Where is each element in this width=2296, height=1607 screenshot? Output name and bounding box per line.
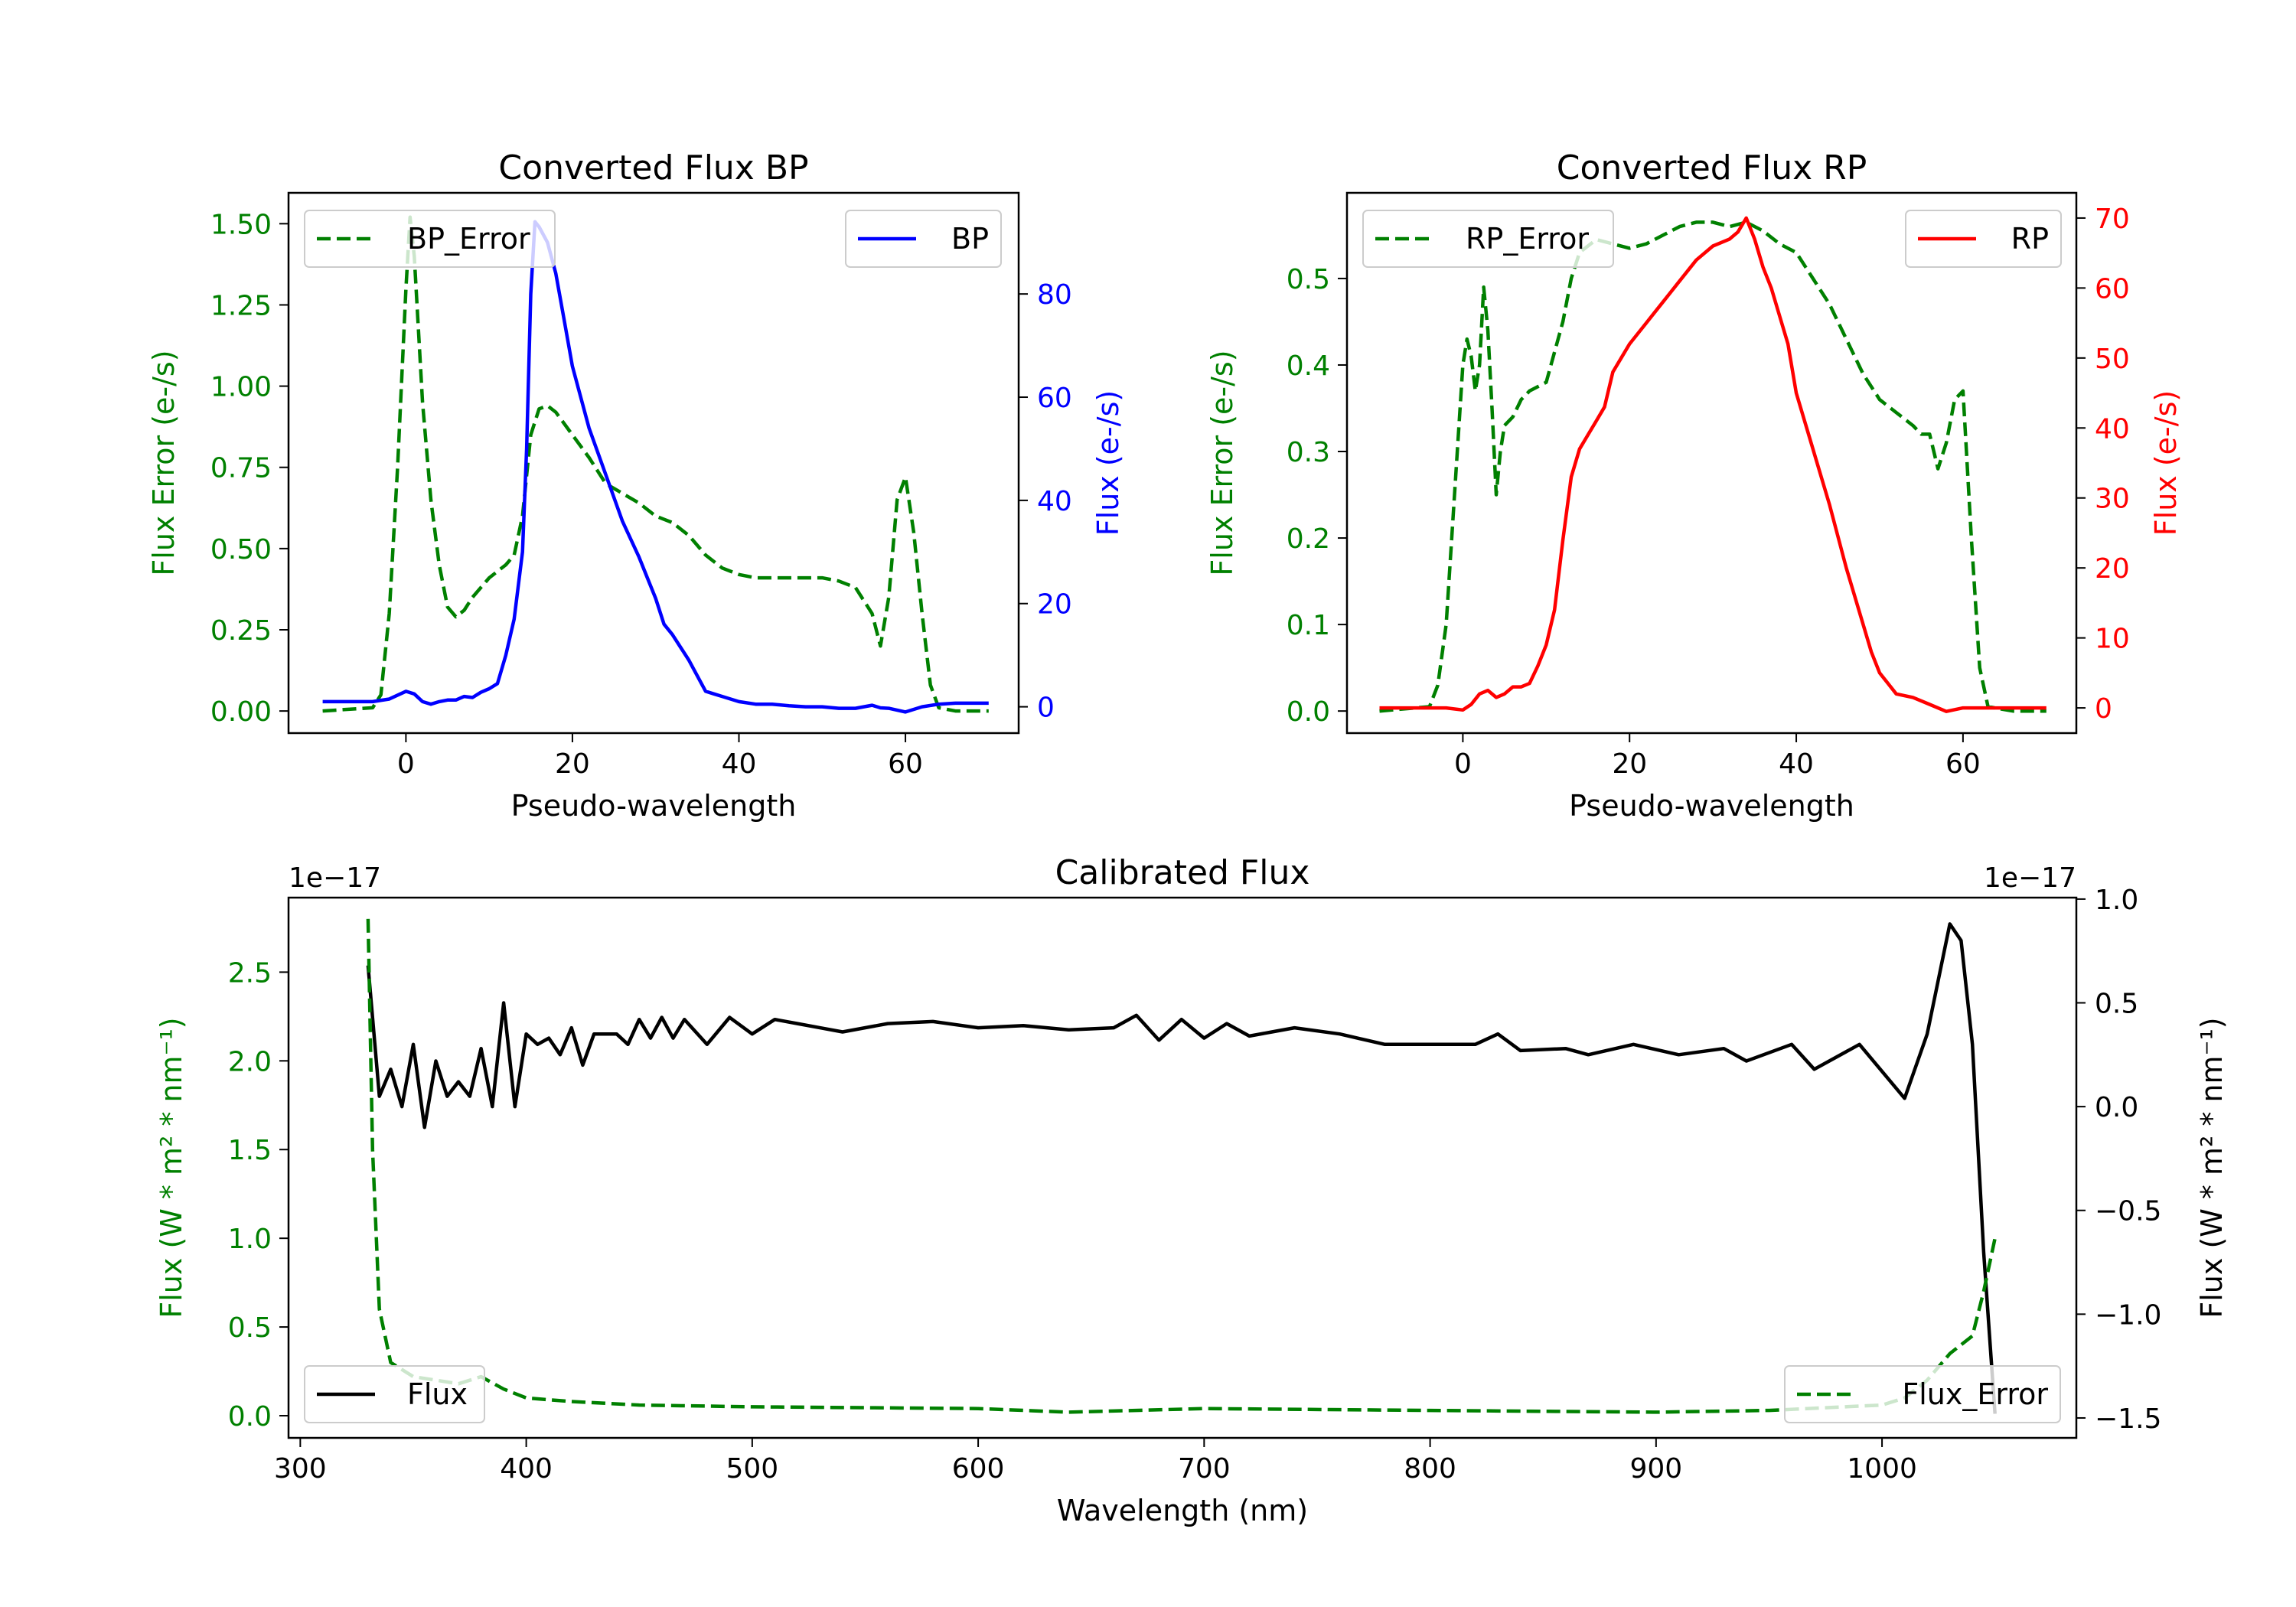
legend-bp-error: BP_Error — [304, 210, 556, 268]
x-axis-label: Wavelength (nm) — [1057, 1494, 1308, 1527]
x-tick-label: 20 — [1612, 748, 1647, 780]
y-tick-label-right: 1.0 — [2095, 885, 2138, 916]
legend-flux-error: Flux_Error — [1784, 1365, 2061, 1423]
legend-box — [1784, 1365, 2061, 1423]
x-tick-label: 60 — [888, 748, 923, 780]
legend-box — [845, 210, 1002, 268]
y-axis-label-right: Flux (W * m² * nm⁻¹) — [2195, 1017, 2229, 1318]
y-tick-label-left: 0.2 — [1287, 523, 1330, 555]
y-axis-label-right: Flux (e-/s) — [1091, 390, 1125, 536]
axes-frame — [287, 191, 1020, 735]
y-tick-label-right: −1.5 — [2095, 1403, 2161, 1435]
y-tick-label-right: 40 — [1037, 486, 1072, 517]
x-tick-label: 1000 — [1847, 1453, 1917, 1485]
chart-title: Converted Flux BP — [498, 148, 808, 187]
y-tick-label-right: 40 — [2095, 413, 2130, 445]
x-tick-label: 0 — [397, 748, 415, 780]
legend-box — [1905, 210, 2062, 268]
series-line-bp-error — [322, 215, 989, 713]
x-tick-label: 0 — [1454, 748, 1472, 780]
y-tick-label-left: 0.00 — [210, 696, 272, 728]
x-axis-label: Pseudo-wavelength — [1569, 789, 1854, 823]
series-line-bp — [322, 220, 989, 714]
x-tick-label: 800 — [1404, 1453, 1456, 1485]
y-tick-label-right: 80 — [1037, 279, 1072, 311]
y-tick-label-right: 20 — [2095, 553, 2130, 585]
y-tick-label-left: 0.0 — [228, 1401, 272, 1433]
x-tick-label: 40 — [722, 748, 757, 780]
chart-title: Converted Flux RP — [1557, 148, 1867, 187]
x-tick-label: 60 — [1945, 748, 1981, 780]
y-tick-label-left: 1.5 — [228, 1135, 272, 1166]
y-tick-label-right: 70 — [2095, 204, 2130, 235]
x-tick-label: 300 — [274, 1453, 327, 1485]
axes-frame — [287, 896, 2078, 1439]
y-tick-label-left: 0.25 — [210, 615, 272, 647]
y-tick-label-left: 1.25 — [210, 290, 272, 321]
legend-label: Flux_Error — [1902, 1377, 2048, 1411]
x-axis-label: Pseudo-wavelength — [511, 789, 797, 823]
x-tick-label: 20 — [555, 748, 590, 780]
legend-flux: Flux — [304, 1365, 485, 1423]
series-line-flux-error — [366, 918, 1997, 1414]
legend-label: RP — [2011, 222, 2049, 256]
x-tick-label: 600 — [952, 1453, 1005, 1485]
y-tick-label-left: 1.50 — [210, 209, 272, 240]
y-tick-label-left: 2.0 — [228, 1046, 272, 1077]
y-tick-label-right: 0.0 — [2095, 1092, 2138, 1123]
y-tick-label-left: 0.3 — [1287, 437, 1330, 468]
y-tick-label-right: −0.5 — [2095, 1196, 2161, 1227]
y-tick-label-left: 0.5 — [1287, 264, 1330, 295]
legend-box — [304, 1365, 485, 1423]
series-line-rp — [1379, 216, 2047, 713]
legend-label: BP_Error — [407, 222, 530, 256]
series-line-rp-error — [1379, 220, 2047, 713]
legend-rp-error: RP_Error — [1362, 210, 1614, 268]
y-axis-label-left: Flux Error (e-/s) — [1205, 350, 1239, 575]
legend-box — [304, 210, 556, 268]
y-tick-label-left: 0.4 — [1287, 350, 1330, 382]
x-tick-label: 400 — [500, 1453, 553, 1485]
y-tick-label-right: 0 — [2095, 693, 2112, 725]
y-tick-label-right: 30 — [2095, 484, 2130, 515]
y-tick-label-left: 0.50 — [210, 534, 272, 566]
chart-2: Calibrated Flux 300 400 500 600 700 800 900 1000… — [155, 853, 2229, 1527]
legend-rp: RP — [1905, 210, 2062, 268]
chart-1: Converted Flux RP 0 20 40 60 Pseudo-wavelengt… — [1205, 148, 2183, 823]
y-tick-label-left: 1.00 — [210, 372, 272, 403]
axes-frame — [1345, 191, 2078, 735]
y-axis-label-left: Flux (W * m² * nm⁻¹) — [155, 1017, 188, 1318]
y-axis-label-right: Flux (e-/s) — [2149, 390, 2183, 536]
y-tick-label-right: 10 — [2095, 624, 2130, 655]
y-tick-label-left: 0.5 — [228, 1312, 272, 1344]
y-tick-label-right: 50 — [2095, 344, 2130, 375]
y-tick-label-left: 1.0 — [228, 1224, 272, 1255]
y-tick-label-left: 2.5 — [228, 957, 272, 989]
y-tick-label-right: 60 — [1037, 383, 1072, 414]
y-tick-label-left: 0.1 — [1287, 610, 1330, 641]
legend-label: BP — [951, 222, 989, 256]
y-axis-label-left: Flux Error (e-/s) — [147, 350, 181, 575]
series-line-flux — [366, 922, 1997, 1414]
y-tick-label-left: 0.0 — [1287, 696, 1330, 728]
legend-bp: BP — [845, 210, 1002, 268]
y-tick-label-right: 20 — [1037, 589, 1072, 621]
legend-label: Flux — [407, 1377, 468, 1411]
offset-label-left: 1e−17 — [289, 862, 381, 894]
y-tick-label-right: 60 — [2095, 273, 2130, 305]
legend-label: RP_Error — [1466, 222, 1589, 256]
legend-box — [1362, 210, 1614, 268]
chart-title: Calibrated Flux — [1055, 853, 1310, 892]
y-tick-label-right: 0.5 — [2095, 989, 2138, 1020]
offset-label-right: 1e−17 — [1984, 862, 2076, 894]
y-tick-label-right: −1.0 — [2095, 1299, 2161, 1331]
y-tick-label-left: 0.75 — [210, 453, 272, 484]
x-tick-label: 500 — [726, 1453, 778, 1485]
chart-0: Converted Flux BP 0 20 40 60 Pseudo-wavelengt… — [147, 148, 1125, 823]
x-tick-label: 40 — [1779, 748, 1814, 780]
x-tick-label: 900 — [1629, 1453, 1682, 1485]
x-tick-label: 700 — [1178, 1453, 1231, 1485]
y-tick-label-right: 0 — [1037, 693, 1055, 724]
